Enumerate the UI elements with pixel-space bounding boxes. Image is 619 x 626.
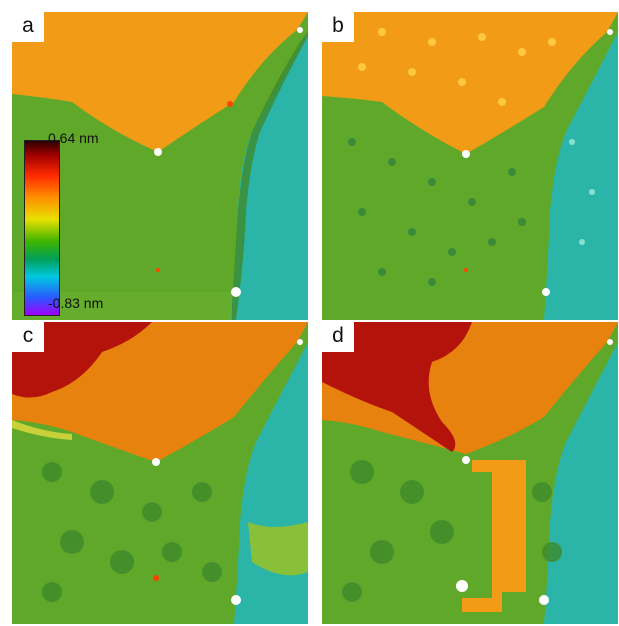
colorbar-min-label: -0.83 nm [48, 295, 104, 311]
afm-panel-d: d [322, 322, 618, 624]
panel-label-a: a [12, 12, 44, 42]
height-colorbar [24, 140, 60, 316]
afm-panel-a: a 0.64 nm -0.83 nm [12, 12, 308, 320]
panel-label-d: d [322, 322, 354, 352]
panel-label-b: b [322, 12, 354, 42]
afm-image-a [12, 12, 308, 320]
afm-image-d [322, 322, 618, 624]
panel-label-c: c [12, 322, 44, 352]
afm-image-c [12, 322, 308, 624]
afm-panel-c: c [12, 322, 308, 624]
afm-panel-b: b [322, 12, 618, 320]
colorbar-max-label: 0.64 nm [48, 130, 99, 146]
colorbar-gradient [24, 140, 60, 316]
afm-image-b [322, 12, 618, 320]
